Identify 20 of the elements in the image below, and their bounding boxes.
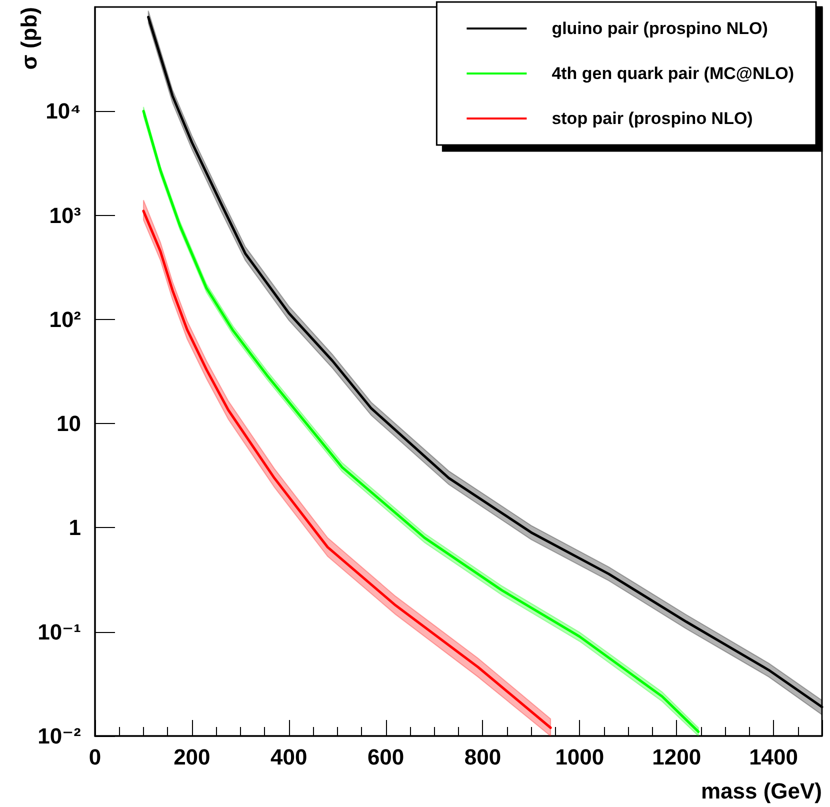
y-tick-label: 10³ <box>49 202 81 228</box>
x-tick-label: 1400 <box>749 744 798 770</box>
x-tick-label: 0 <box>88 744 102 770</box>
y-tick-label: 10² <box>49 306 81 332</box>
y-tick-label: 10 <box>56 411 81 436</box>
y-axis-title: σ (pb) <box>16 7 42 70</box>
x-tick-label: 1200 <box>652 744 702 770</box>
y-tick-label: 10⁻¹ <box>38 619 81 644</box>
x-tick-label: 800 <box>464 744 502 770</box>
x-tick-label: 600 <box>367 744 404 770</box>
y-tick-label: 1 <box>68 515 81 540</box>
x-tick-label: 400 <box>270 744 308 770</box>
legend-label: gluino pair (prospino NLO) <box>552 19 768 38</box>
x-tick-label: 1000 <box>555 744 604 770</box>
y-tick-label: 10⁻² <box>38 724 81 748</box>
x-tick-label: 200 <box>174 744 210 770</box>
legend-label: 4th gen quark pair (MC@NLO) <box>552 64 794 83</box>
legend-label: stop pair (prospino NLO) <box>552 109 753 128</box>
x-axis-title: mass (GeV) <box>700 778 822 804</box>
y-tick-label: 10⁴ <box>46 98 81 124</box>
